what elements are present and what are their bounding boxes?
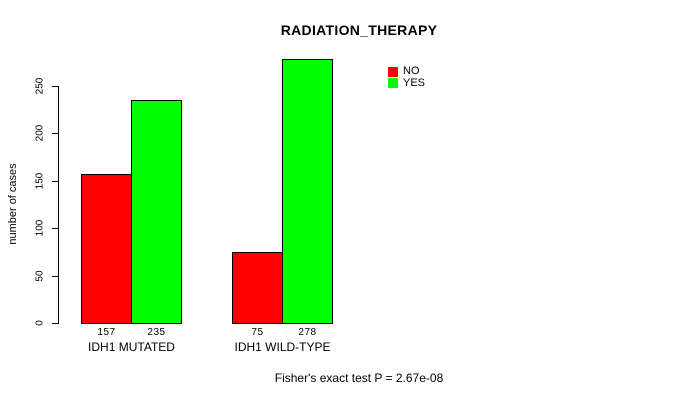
bar-value-label: 157 xyxy=(97,327,116,338)
chart-title: RADIATION_THERAPY xyxy=(280,22,438,38)
y-tick-label: 100 xyxy=(34,219,46,237)
legend-item-yes: YES xyxy=(388,76,426,90)
bar-no-group1 xyxy=(81,174,132,324)
bar-no-group2 xyxy=(232,251,283,324)
bar-value-label: 75 xyxy=(251,327,264,338)
y-axis-label: number of cases xyxy=(7,163,19,245)
bar-value-label: 235 xyxy=(147,327,166,338)
y-axis-tick xyxy=(52,228,58,230)
y-tick-label: 0 xyxy=(34,320,46,326)
legend-swatch-yes xyxy=(388,78,398,89)
legend-label: YES xyxy=(403,76,426,89)
y-axis-tick xyxy=(52,275,58,277)
footnote-pvalue: Fisher's exact test P = 2.67e-08 xyxy=(274,371,444,385)
bar-yes-group2 xyxy=(282,59,333,324)
y-axis-tick xyxy=(52,180,58,182)
legend-item-no: NO xyxy=(388,66,425,78)
bar-yes-group1 xyxy=(131,100,182,324)
category-label: IDH1 MUTATED xyxy=(88,340,175,354)
y-axis-tick xyxy=(52,323,58,324)
category-label: IDH1 WILD-TYPE xyxy=(234,340,331,354)
y-axis-tick xyxy=(52,86,58,87)
y-axis-tick xyxy=(52,133,58,135)
legend-swatch-no xyxy=(388,66,398,77)
bar-value-label: 278 xyxy=(298,327,317,338)
y-tick-label: 200 xyxy=(34,125,46,142)
y-axis-line xyxy=(58,86,59,324)
legend: NO YES xyxy=(388,66,425,89)
y-tick-label: 50 xyxy=(34,270,46,282)
y-tick-label: 250 xyxy=(34,77,46,95)
legend-label: NO xyxy=(403,65,420,78)
y-tick-label: 150 xyxy=(34,172,46,190)
